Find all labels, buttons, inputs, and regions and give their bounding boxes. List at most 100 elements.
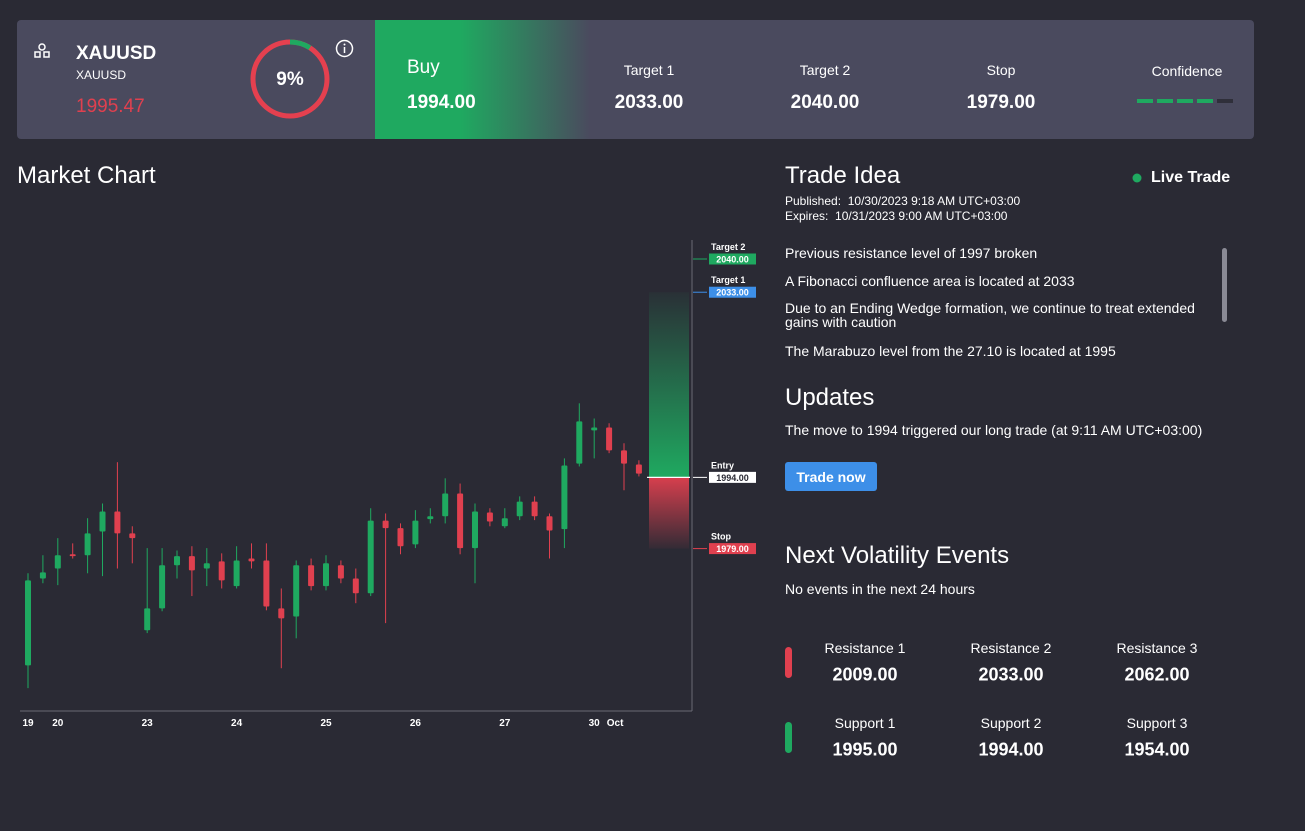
x-tick-label: 25: [320, 718, 332, 729]
candle-body: [263, 560, 270, 607]
sentiment-gauge: [250, 39, 330, 119]
scrollbar[interactable]: [1222, 248, 1227, 322]
idea-point: Previous resistance level of 1997 broken: [785, 244, 1038, 261]
candle-body: [203, 563, 210, 569]
candle-body: [308, 565, 315, 587]
profit-zone: [649, 292, 689, 478]
x-tick-label: 19: [22, 718, 34, 729]
x-tick-label: 20: [52, 718, 64, 729]
symbol-icon: [34, 43, 50, 58]
published-value: 10/30/2023 9:18 AM UTC+03:00: [847, 194, 1021, 209]
level-value: 2033.00: [716, 288, 749, 298]
candle-body: [293, 565, 300, 617]
level-value: 2033.00: [614, 92, 684, 114]
symbol-subtitle: XAUUSD: [76, 68, 127, 83]
section-title: Updates: [785, 384, 875, 412]
candle-body: [54, 555, 61, 569]
candle-body: [114, 511, 121, 534]
candle-body: [442, 493, 449, 517]
candle-body: [472, 511, 478, 549]
candle-body: [84, 533, 91, 556]
level-price: 1995.00: [832, 739, 898, 760]
idea-point: The Marabuzo level from the 27.10 is loc…: [785, 342, 1116, 359]
published: Published: 10/30/2023 9:18 AM UTC+03:00: [785, 194, 1021, 209]
candle-body: [561, 465, 568, 530]
candle-body: [323, 563, 329, 587]
candle-body: [606, 427, 613, 451]
level-label: Target 2: [799, 61, 851, 78]
level-box: [709, 543, 756, 555]
level-name: Stop: [711, 532, 731, 542]
expires: Expires: 10/31/2023 9:00 AM UTC+03:00: [785, 209, 1008, 224]
candle-body: [248, 558, 255, 562]
expires-value: 10/31/2023 9:00 AM UTC+03:00: [835, 209, 1008, 224]
candle-body: [218, 561, 225, 581]
resistance-marker: [785, 647, 792, 678]
level-name: Support 2: [980, 714, 1042, 731]
level-value: 2040.00: [790, 92, 860, 114]
candle-body: [352, 578, 359, 594]
candle-body: [337, 565, 344, 579]
live-dot: [1132, 173, 1142, 183]
volatility-text: No events in the next 24 hours: [785, 580, 975, 597]
level-name: Resistance 3: [1116, 639, 1198, 656]
confidence-dash: [1157, 99, 1173, 103]
entry-price: 1994.00: [407, 92, 476, 114]
candle-body: [457, 493, 464, 549]
published-label: Published:: [785, 194, 842, 209]
level-name: Support 3: [1126, 714, 1188, 731]
level-box: [709, 471, 756, 483]
candle-body: [635, 464, 642, 474]
candle-body: [99, 511, 106, 532]
support-marker: [785, 722, 792, 753]
candle-body: [397, 528, 404, 547]
level-value: 2040.00: [716, 254, 749, 264]
level-name: Support 1: [834, 714, 896, 731]
candle-body: [516, 501, 523, 517]
level-box: [709, 286, 756, 298]
expires-label: Expires:: [785, 209, 829, 224]
status: Live Trade: [1151, 168, 1231, 186]
level-name: Entry: [711, 460, 734, 470]
idea-point: Due to an Ending Wedge formation, we con…: [785, 300, 1195, 330]
candle-body: [144, 608, 151, 631]
candle-body: [367, 520, 374, 594]
candle-body: [174, 556, 180, 566]
confidence-dash: [1197, 99, 1213, 103]
price: 1995.47: [76, 96, 145, 118]
level-price: 2009.00: [832, 664, 898, 685]
candle-body: [412, 520, 419, 545]
candle-body: [621, 450, 627, 464]
trade-button[interactable]: Trade now: [785, 462, 877, 491]
chart: 19 20 23 24 25 26 27 30 Oct Target 2 2040.00 Target…: [20, 240, 756, 729]
candle-body: [501, 518, 508, 527]
candle-body: [486, 512, 493, 522]
level-price: 2033.00: [978, 664, 1044, 685]
candle-body: [69, 554, 76, 557]
update-text: The move to 1994 triggered our long trad…: [785, 421, 1203, 438]
confidence-dash: [1217, 99, 1233, 103]
chart-title: Market Chart: [17, 162, 156, 190]
level-value: 1979.00: [966, 92, 1036, 114]
symbol: XAUUSD: [76, 43, 157, 65]
summary-card: [17, 20, 1254, 139]
level-price: 1954.00: [1124, 739, 1190, 760]
section-title: Next Volatility Events: [785, 542, 1010, 570]
level-value: 1994.00: [716, 473, 749, 483]
candle-body: [427, 516, 434, 520]
level-box: [709, 253, 756, 265]
candle-body: [591, 427, 598, 431]
candle-body: [129, 533, 136, 539]
level-label: Target 1: [623, 61, 675, 78]
candle-body: [39, 572, 46, 579]
confidence-meter: [1137, 99, 1233, 103]
level-name: Resistance 2: [970, 639, 1052, 656]
x-tick-label: 24: [231, 718, 243, 729]
direction-panel: [375, 20, 590, 139]
level-label: Stop: [986, 61, 1016, 78]
x-tick-label: 30: [589, 718, 601, 729]
info-icon[interactable]: [335, 39, 354, 58]
section-title: Trade Idea: [785, 162, 901, 190]
candle-body: [25, 580, 31, 666]
